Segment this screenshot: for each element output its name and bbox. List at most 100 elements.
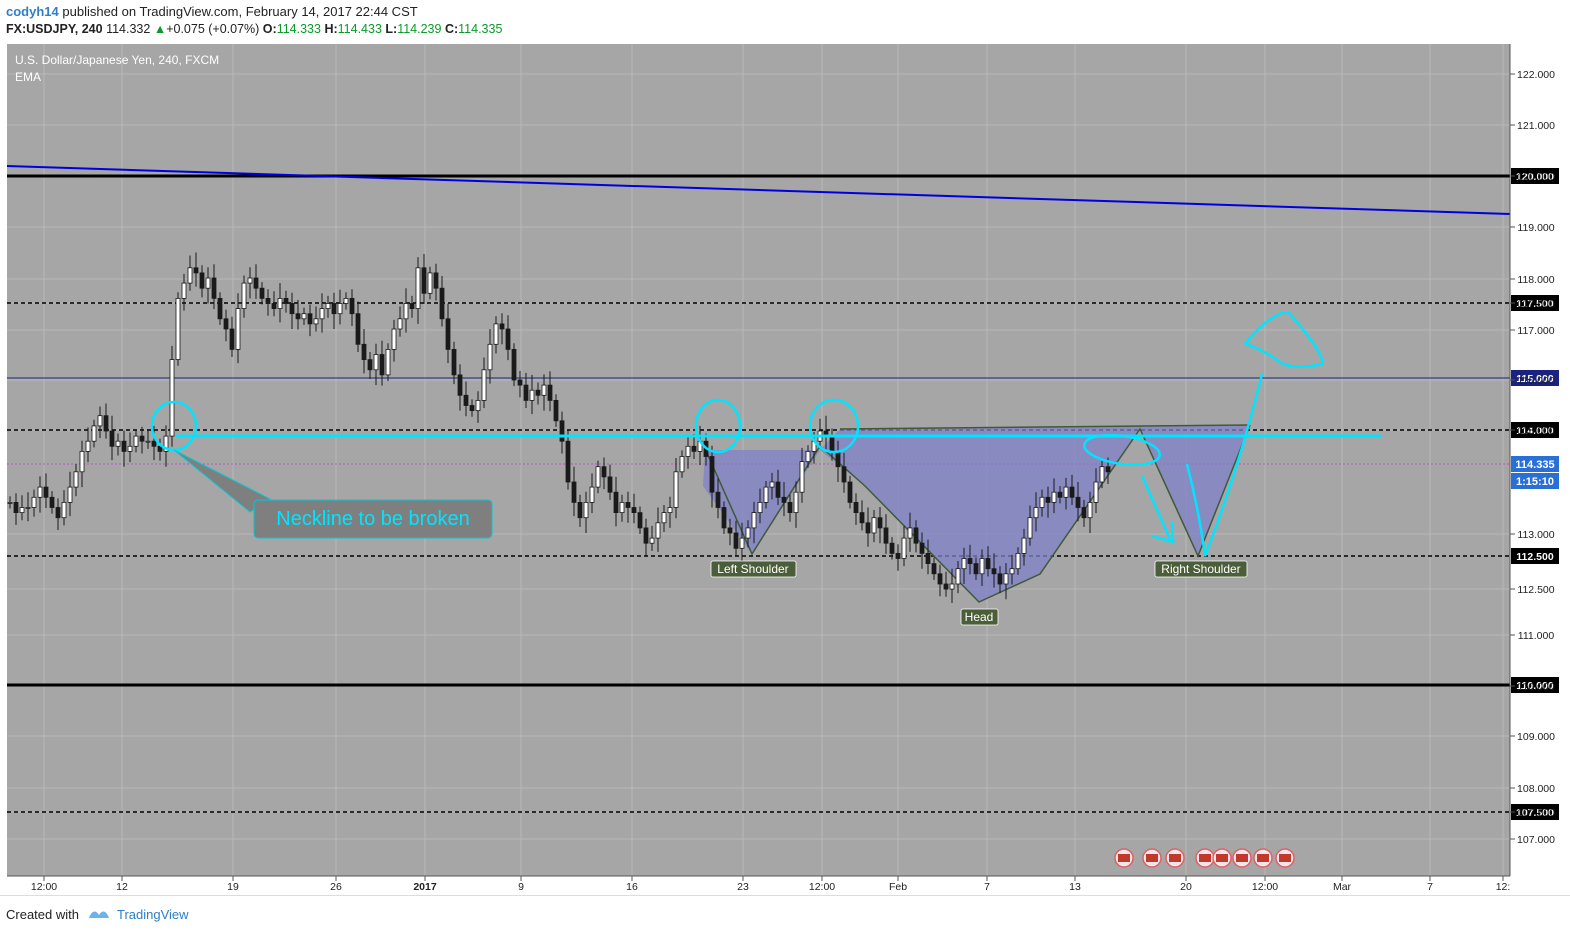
- level-tag-label: 107.500: [1516, 807, 1554, 819]
- pattern-outline: [702, 424, 1251, 603]
- candle-body: [199, 272, 205, 289]
- candle-body: [973, 563, 979, 575]
- candle-body: [115, 440, 121, 447]
- candle-body: [481, 369, 487, 401]
- candle-body: [235, 308, 241, 350]
- economic-event-markers[interactable]: [1114, 848, 1295, 868]
- neckline-note-text: Neckline to be broken: [276, 508, 469, 530]
- candle-body: [79, 450, 85, 473]
- candle-body: [715, 491, 721, 508]
- candle-body: [463, 394, 469, 406]
- candle-body: [745, 527, 751, 539]
- candle-body: [25, 507, 31, 509]
- candle-body: [937, 573, 943, 585]
- candle-body: [667, 507, 673, 513]
- neckline-circle-right[interactable]: [1082, 431, 1161, 469]
- level-tag-label: 115.000: [1516, 373, 1554, 385]
- trendline[interactable]: [6, 165, 1511, 215]
- candle-body: [337, 303, 343, 315]
- drawing-tools: Neckline to be broken Left Shoulder Head…: [6, 165, 1511, 626]
- projection-up-path[interactable]: [1185, 373, 1264, 557]
- publish-line: codyh14 published on TradingView.com, Fe…: [6, 4, 418, 19]
- candle-body: [565, 440, 571, 483]
- candle-body: [289, 303, 295, 315]
- neckline-note-box[interactable]: [253, 499, 493, 539]
- candle-body: [859, 512, 865, 524]
- neckline-circle-mid[interactable]: [808, 398, 860, 454]
- price-tick-label: 120.000: [1517, 171, 1555, 183]
- candle-body: [1093, 481, 1099, 503]
- tradingview-link[interactable]: TradingView: [117, 907, 189, 922]
- candle-body: [241, 282, 247, 310]
- candle-body: [259, 287, 265, 299]
- level-tag-label: 110.000: [1516, 680, 1554, 692]
- time-tick-label: 20: [1180, 881, 1192, 893]
- candle-body: [355, 313, 361, 345]
- candle-body: [577, 501, 583, 519]
- candle-body: [757, 501, 763, 513]
- level-tag-label: 114.000: [1516, 425, 1554, 437]
- ohlc-line: FX:USDJPY, 240 114.332 ▲+0.075 (+0.07%) …: [6, 22, 502, 36]
- tradingview-logo-icon[interactable]: [88, 906, 110, 920]
- candle-body: [61, 501, 67, 519]
- candle-body: [721, 507, 727, 529]
- candle-body: [127, 445, 133, 452]
- time-tick-label: 23: [737, 881, 749, 893]
- candle-body: [781, 496, 787, 503]
- candle-body: [883, 527, 889, 544]
- candle-body: [961, 558, 967, 570]
- candle-body: [985, 558, 991, 570]
- candle-body: [751, 512, 757, 529]
- candle-body: [469, 405, 475, 411]
- candle-body: [13, 501, 19, 513]
- projection-arrowhead[interactable]: [1151, 521, 1175, 544]
- candle-body: [529, 389, 535, 401]
- author-link[interactable]: codyh14: [6, 4, 59, 19]
- candle-body: [433, 272, 439, 289]
- candle-body: [85, 440, 91, 452]
- left-shoulder-label: Left Shoulder: [717, 562, 788, 576]
- time-axis[interactable]: 12:00 12 19 26 2017 9 16 23 12:00 Feb 7 13 20 12:00 Ma…: [7, 875, 1510, 893]
- candle-body: [385, 348, 391, 376]
- time-tick-label: Feb: [889, 881, 907, 893]
- candle-body: [445, 318, 451, 350]
- candle-body: [1075, 496, 1081, 508]
- candle-body: [631, 507, 637, 513]
- level-tag-box: [1511, 168, 1559, 184]
- candle-body: [187, 267, 193, 284]
- time-tick-label: 12:00: [31, 881, 57, 893]
- price-tick-label: 107.000: [1517, 834, 1555, 846]
- candle-body: [895, 552, 901, 559]
- candle-body: [247, 277, 253, 284]
- candle-body: [517, 379, 523, 386]
- price-tags: 114.335 1:15:10: [1511, 456, 1559, 489]
- open-value: 114.333: [276, 22, 321, 36]
- candle-body: [229, 328, 235, 350]
- projection-target-arrow[interactable]: [1244, 311, 1324, 368]
- price-tick-label: 117.500: [1517, 298, 1554, 310]
- price-chart[interactable]: 120.000 117.500 115.000 114.000 112.500 110.0…: [0, 44, 1570, 895]
- candle-body: [1009, 568, 1015, 575]
- candle-body: [1027, 517, 1033, 539]
- candle-body: [991, 568, 997, 575]
- candle-body: [829, 435, 835, 452]
- time-tick-label: 26: [330, 881, 342, 893]
- price-tick-label: 112.500: [1517, 584, 1554, 596]
- legend-indicator[interactable]: EMA: [15, 70, 41, 84]
- candle-body: [1021, 537, 1027, 554]
- candle-body: [49, 496, 55, 508]
- candle-body: [1015, 552, 1021, 570]
- candle-body: [505, 328, 511, 350]
- candle-body: [925, 552, 931, 564]
- candle-body: [307, 313, 313, 325]
- neckline-circle-shoulder[interactable]: [694, 398, 742, 454]
- candle-body: [607, 476, 613, 493]
- candle-body: [643, 527, 649, 544]
- projection-down-arrow[interactable]: [1140, 475, 1172, 540]
- candle-body: [271, 303, 277, 309]
- candle-body: [619, 501, 625, 513]
- price-axis[interactable]: 122.000 121.000 120.000 119.000 118.000 117.5…: [1509, 44, 1555, 876]
- price-tick-label: 108.000: [1517, 783, 1555, 795]
- candle-body: [955, 568, 961, 585]
- candle-body: [673, 471, 679, 508]
